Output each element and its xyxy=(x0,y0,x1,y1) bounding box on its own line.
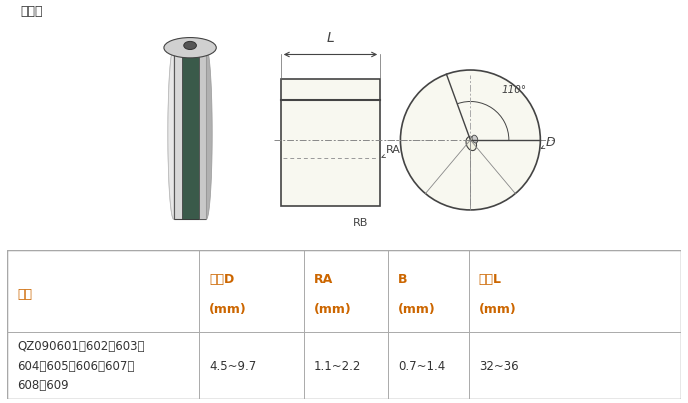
Text: L: L xyxy=(327,31,334,45)
Ellipse shape xyxy=(466,137,477,151)
Text: (mm): (mm) xyxy=(314,303,352,316)
Text: 4.5~9.7: 4.5~9.7 xyxy=(209,359,257,373)
Polygon shape xyxy=(168,48,174,219)
Text: RA: RA xyxy=(385,145,400,156)
Circle shape xyxy=(400,70,540,210)
Polygon shape xyxy=(206,48,212,219)
Text: 枪铰刀: 枪铰刀 xyxy=(21,5,43,18)
Text: RB: RB xyxy=(353,218,368,229)
Text: RA: RA xyxy=(314,273,333,286)
Ellipse shape xyxy=(164,37,216,58)
Ellipse shape xyxy=(472,135,477,143)
Text: 外径D: 外径D xyxy=(209,273,235,286)
Text: (mm): (mm) xyxy=(479,303,517,316)
Text: 0.7~1.4: 0.7~1.4 xyxy=(398,359,445,373)
Text: D: D xyxy=(546,136,555,149)
Text: 608、609: 608、609 xyxy=(17,379,69,392)
Ellipse shape xyxy=(184,42,196,50)
Bar xyxy=(281,79,380,206)
Text: (mm): (mm) xyxy=(209,303,247,316)
Text: 110°: 110° xyxy=(502,85,527,96)
PathPatch shape xyxy=(174,48,206,219)
Text: 32~36: 32~36 xyxy=(479,359,519,373)
Text: 长度L: 长度L xyxy=(479,273,502,286)
Text: (mm): (mm) xyxy=(398,303,436,316)
Text: 1.1~2.2: 1.1~2.2 xyxy=(314,359,361,373)
Text: QZ090601、602、603、: QZ090601、602、603、 xyxy=(17,340,144,353)
Text: 型号: 型号 xyxy=(17,288,32,301)
Text: 604、605、606、607、: 604、605、606、607、 xyxy=(17,359,134,373)
Text: B: B xyxy=(398,273,407,286)
Polygon shape xyxy=(199,48,206,219)
Bar xyxy=(182,48,199,219)
